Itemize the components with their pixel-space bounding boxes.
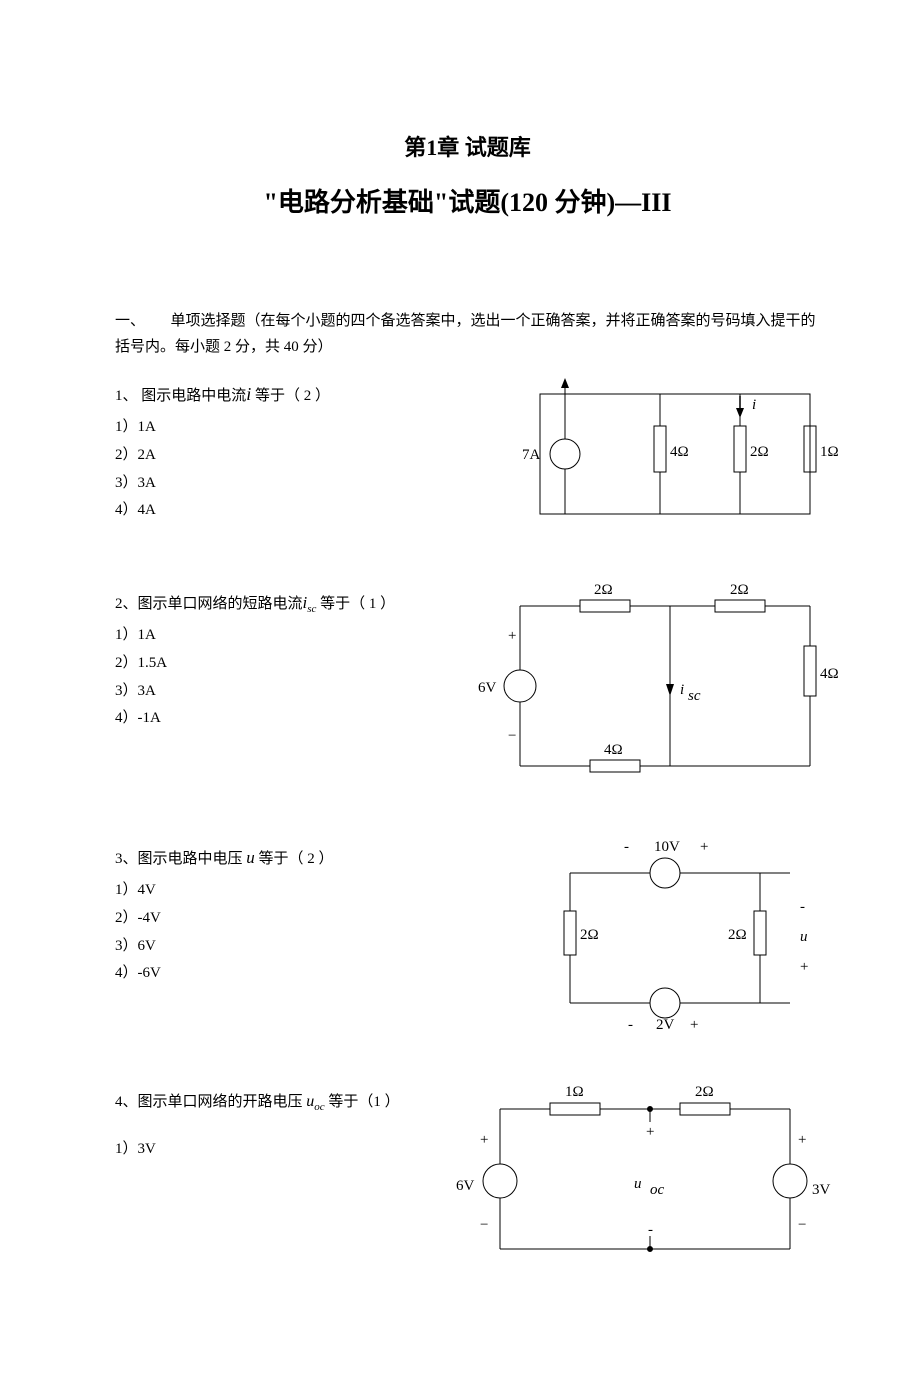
q2-opt-1: 1）1A xyxy=(115,622,495,650)
q3-r-left: 2Ω xyxy=(580,927,599,943)
q1-arrow-label: i xyxy=(752,397,756,413)
q3-top-label: 10V xyxy=(654,839,680,855)
q4-mid-pos: + xyxy=(646,1124,654,1140)
q4-right-neg: − xyxy=(798,1217,806,1233)
q2-circuit: 2Ω 2Ω 4Ω 4Ω 6V + − i sc xyxy=(470,576,840,796)
section-num: 一、 xyxy=(115,313,145,329)
q1-r1-label: 4Ω xyxy=(670,444,689,460)
question-1: 1、 图示电路中电流i 等于（ 2 ） 1）1A 2）2A 3）3A 4）4A xyxy=(115,376,820,546)
q4-left-src: 6V xyxy=(456,1178,475,1194)
q2-r-right: 4Ω xyxy=(820,666,839,682)
q3-u-top: - xyxy=(800,899,805,915)
q4-right-src: 3V xyxy=(812,1182,831,1198)
q2-opt-4: 4）-1A xyxy=(115,705,495,733)
q3-r-right: 2Ω xyxy=(728,927,747,943)
q4-options: 1）3V xyxy=(115,1136,495,1164)
q1-opt-4: 4）4A xyxy=(115,497,495,525)
q2-isc-sub: sc xyxy=(688,688,701,704)
q3-stem: 3、图示电路中电压 u 等于（ 2 ） xyxy=(115,841,495,875)
q3-opt-4: 4）-6V xyxy=(115,960,495,988)
q4-mid-neg: - xyxy=(648,1222,653,1238)
q3-opt-2: 2）-4V xyxy=(115,905,495,933)
q2-r-topright: 2Ω xyxy=(730,582,749,598)
q3-opt-3: 3）6V xyxy=(115,933,495,961)
q3-top-pos: + xyxy=(700,839,708,855)
q4-r-right: 2Ω xyxy=(695,1084,714,1100)
q2-isc-i: i xyxy=(680,682,684,698)
q4-mid-u: u xyxy=(634,1176,642,1192)
q3-bot-pos: + xyxy=(690,1017,698,1033)
q3-bot-label: 2V xyxy=(656,1017,675,1033)
q4-opt-1: 1）3V xyxy=(115,1136,495,1164)
q2-opt-3: 3）3A xyxy=(115,678,495,706)
q4-sub: oc xyxy=(314,1101,324,1113)
q2-vsource: 6V xyxy=(478,680,497,696)
q1-opt-3: 3）3A xyxy=(115,470,495,498)
q4-stem: 4、图示单口网络的开路电压 uoc 等于（1 ） xyxy=(115,1086,495,1118)
q3-u-label: u xyxy=(800,929,808,945)
title-heading: "电路分析基础"试题(120 分钟)—III xyxy=(115,182,820,219)
q4-left-pos: + xyxy=(480,1132,488,1148)
question-4: 4、图示单口网络的开路电压 uoc 等于（1 ） 1）3V xyxy=(115,1086,820,1276)
q1-stem: 1、 图示电路中电流i 等于（ 2 ） xyxy=(115,376,495,412)
q4-left-neg: − xyxy=(480,1217,488,1233)
q4-r-left: 1Ω xyxy=(565,1084,584,1100)
q3-opt-1: 1）4V xyxy=(115,877,495,905)
question-3: 3、图示电路中电压 u 等于（ 2 ） 1）4V 2）-4V 3）6V 4）-6… xyxy=(115,841,820,1046)
q3-bot-neg: - xyxy=(628,1017,633,1033)
q2-stem: 2、图示单口网络的短路电流isc 等于（ 1 ） xyxy=(115,586,495,620)
chapter-heading: 第1章 试题库 xyxy=(115,130,820,162)
q2-neg: − xyxy=(508,728,516,744)
q2-opt-2: 2）1.5A xyxy=(115,650,495,678)
q4-circuit: 1Ω 2Ω 6V 3V + − + − + u oc - xyxy=(450,1074,850,1274)
section-1: 一、 单项选择题（在每个小题的四个备选答案中，选出一个正确答案，并将正确答案的号… xyxy=(115,309,820,360)
question-2: 2、图示单口网络的短路电流isc 等于（ 1 ） 1）1A 2）1.5A 3）3… xyxy=(115,586,820,801)
q2-options: 1）1A 2）1.5A 3）3A 4）-1A xyxy=(115,622,495,733)
section-body: 单项选择题（在每个小题的四个备选答案中，选出一个正确答案，并将正确答案的号码填入… xyxy=(115,313,816,355)
q3-circuit: - 10V + - 2V + 2Ω 2Ω - u + xyxy=(520,833,840,1043)
q1-circuit: 7A 4Ω 2Ω 1Ω i xyxy=(510,374,840,534)
q2-r-bottom: 4Ω xyxy=(604,742,623,758)
q1-src-label: 7A xyxy=(522,447,541,463)
q3-u-bot: + xyxy=(800,959,808,975)
q1-options: 1）1A 2）2A 3）3A 4）4A xyxy=(115,414,495,525)
q2-sub: sc xyxy=(307,603,316,615)
q3-options: 1）4V 2）-4V 3）6V 4）-6V xyxy=(115,877,495,988)
q4-mid-sub: oc xyxy=(650,1182,665,1198)
q1-r2-label: 2Ω xyxy=(750,444,769,460)
q1-r3-label: 1Ω xyxy=(820,444,839,460)
q3-top-neg: - xyxy=(624,839,629,855)
q3-var: u xyxy=(246,848,255,867)
q2-r-topleft: 2Ω xyxy=(594,582,613,598)
q4-right-pos: + xyxy=(798,1132,806,1148)
q1-opt-1: 1）1A xyxy=(115,414,495,442)
q2-pos: + xyxy=(508,628,516,644)
q1-opt-2: 2）2A xyxy=(115,442,495,470)
